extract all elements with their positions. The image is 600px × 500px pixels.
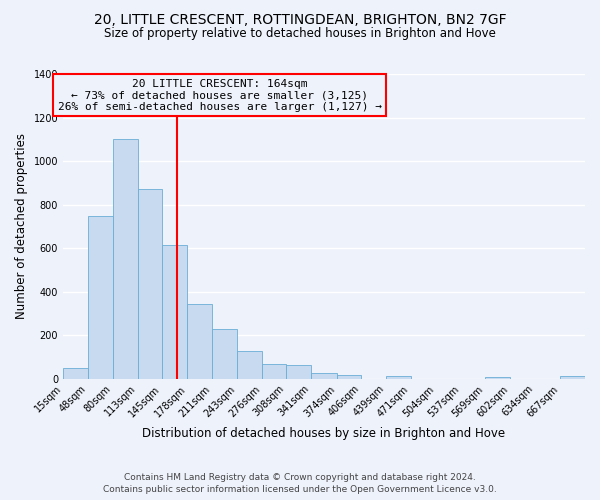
Bar	[560, 376, 585, 379]
Bar	[262, 364, 286, 379]
Bar	[237, 350, 262, 379]
Bar	[485, 376, 511, 379]
Bar	[138, 190, 162, 379]
Text: 20, LITTLE CRESCENT, ROTTINGDEAN, BRIGHTON, BN2 7GF: 20, LITTLE CRESCENT, ROTTINGDEAN, BRIGHT…	[94, 12, 506, 26]
Y-axis label: Number of detached properties: Number of detached properties	[15, 134, 28, 320]
X-axis label: Distribution of detached houses by size in Brighton and Hove: Distribution of detached houses by size …	[142, 427, 506, 440]
Text: Size of property relative to detached houses in Brighton and Hove: Size of property relative to detached ho…	[104, 28, 496, 40]
Bar	[63, 368, 88, 379]
Text: 20 LITTLE CRESCENT: 164sqm
← 73% of detached houses are smaller (3,125)
26% of s: 20 LITTLE CRESCENT: 164sqm ← 73% of deta…	[58, 78, 382, 112]
Bar	[337, 374, 361, 379]
Bar	[113, 140, 138, 379]
Bar	[311, 374, 337, 379]
Bar	[212, 329, 237, 379]
Text: Contains public sector information licensed under the Open Government Licence v3: Contains public sector information licen…	[103, 485, 497, 494]
Bar	[162, 245, 187, 379]
Bar	[386, 376, 410, 379]
Text: Contains HM Land Registry data © Crown copyright and database right 2024.: Contains HM Land Registry data © Crown c…	[124, 472, 476, 482]
Bar	[286, 364, 311, 379]
Bar	[88, 216, 113, 379]
Bar	[187, 304, 212, 379]
